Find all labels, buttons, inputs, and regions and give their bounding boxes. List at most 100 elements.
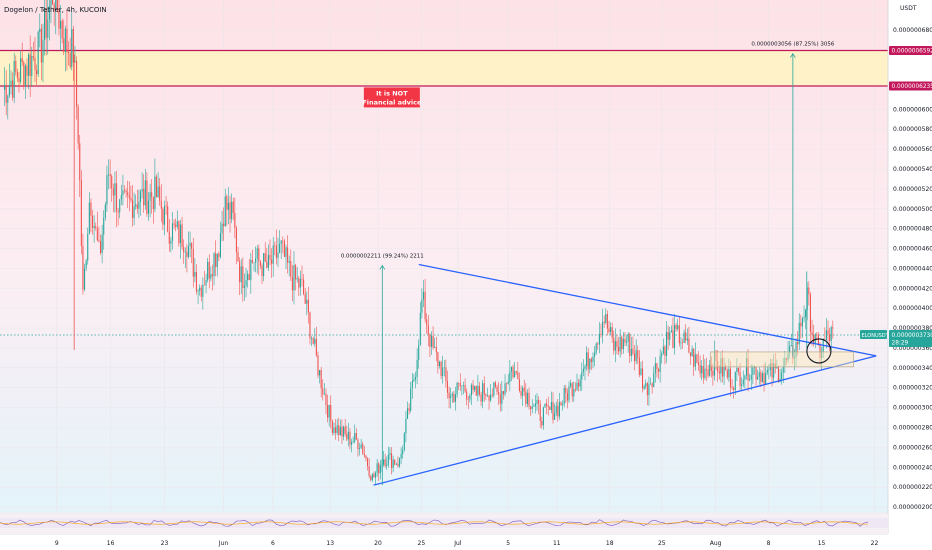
candle-body: [243, 285, 245, 288]
candle-body: [20, 58, 22, 82]
candle-body: [693, 348, 695, 367]
candle-body: [424, 291, 426, 320]
candle-body: [555, 405, 557, 414]
candle-body: [290, 261, 292, 278]
candle-body: [502, 391, 505, 395]
candle-body: [40, 28, 42, 63]
candle-body: [768, 369, 770, 371]
candle-body: [477, 385, 479, 396]
candle-body: [689, 352, 692, 356]
price-tick-label: 0.000000440: [893, 265, 932, 272]
candle-body: [232, 201, 234, 213]
time-tick-label: 8: [767, 540, 771, 547]
candle-body: [109, 174, 111, 176]
candle-body: [191, 243, 193, 249]
candle-body: [560, 402, 562, 406]
candle-body: [699, 365, 701, 374]
candle-body: [138, 202, 140, 209]
candle-body: [266, 261, 268, 268]
candle-body: [320, 369, 322, 389]
time-tick-label: 23: [161, 540, 169, 547]
candle-body: [91, 216, 94, 229]
measure-arrow: [379, 264, 386, 270]
candle-body: [470, 384, 473, 396]
candle-body: [224, 196, 226, 227]
candle-body: [729, 368, 732, 388]
candle-body: [498, 391, 500, 395]
trend-line: [373, 355, 877, 486]
candle-body: [659, 356, 661, 372]
candle-body: [630, 348, 632, 356]
time-tick-label: 11: [553, 540, 561, 547]
candle-body: [464, 385, 466, 392]
candle-body: [389, 453, 391, 455]
candle-body: [382, 459, 385, 465]
candle-body: [146, 180, 148, 214]
price-tick-label: 0.000000340: [893, 365, 932, 372]
symbol-tag: [860, 330, 887, 340]
candle-body: [633, 353, 636, 362]
candle-body: [192, 248, 194, 277]
candle-body: [223, 223, 225, 227]
candle-body: [291, 277, 293, 291]
time-tick-label: 18: [606, 540, 614, 547]
candle-body: [203, 284, 206, 286]
time-tick-label: 16: [107, 540, 115, 547]
candle-body: [251, 259, 253, 263]
candle-body: [296, 278, 298, 280]
candle-body: [790, 345, 792, 347]
candle-body: [131, 200, 134, 219]
candle-body: [514, 371, 516, 378]
candle-body: [662, 346, 664, 354]
candle-body: [758, 372, 760, 377]
candle-body: [195, 272, 198, 292]
candle-body: [813, 334, 815, 343]
candle-body: [218, 253, 220, 257]
candle-body: [58, 11, 60, 29]
candle-body: [602, 321, 604, 336]
candle-body: [705, 368, 708, 370]
candle-body: [139, 191, 142, 203]
candle-body: [752, 367, 754, 376]
candle-body: [491, 394, 493, 396]
candle-body: [434, 346, 436, 348]
candle-body: [520, 391, 522, 396]
candle-body: [825, 330, 827, 340]
candle-body: [330, 405, 332, 421]
candle-body: [157, 186, 159, 198]
supply-zone: [0, 50, 888, 86]
candle-body: [523, 387, 525, 392]
candle-body: [592, 356, 594, 362]
candle-body: [618, 346, 620, 352]
candle-body: [93, 226, 95, 229]
candle-body: [250, 259, 252, 281]
time-tick-label: 25: [658, 540, 666, 547]
candle-body: [798, 322, 800, 345]
candle-body: [379, 464, 381, 474]
price-tick-label: 0.000000260: [893, 444, 932, 451]
candle-body: [646, 383, 648, 396]
candle-body: [15, 60, 17, 72]
candle-body: [187, 246, 190, 257]
candle-body: [611, 327, 613, 338]
candle-body: [414, 376, 417, 380]
candle-body: [338, 425, 340, 435]
candle-body: [199, 287, 201, 291]
candle-body: [197, 290, 199, 292]
candle-body: [490, 394, 492, 401]
candle-body: [496, 386, 498, 392]
candle-body: [179, 224, 182, 244]
time-tick-label: 9: [55, 540, 59, 547]
candle-body: [336, 425, 338, 433]
candle-body: [63, 38, 65, 53]
candle-body: [211, 274, 214, 277]
candle-body: [568, 386, 570, 401]
candle-body: [274, 245, 276, 247]
candle-body: [651, 383, 653, 387]
candle-body: [739, 371, 741, 386]
candle-body: [678, 325, 680, 344]
candle-body: [189, 243, 191, 247]
candle-body: [122, 190, 124, 196]
candle-body: [605, 314, 607, 323]
